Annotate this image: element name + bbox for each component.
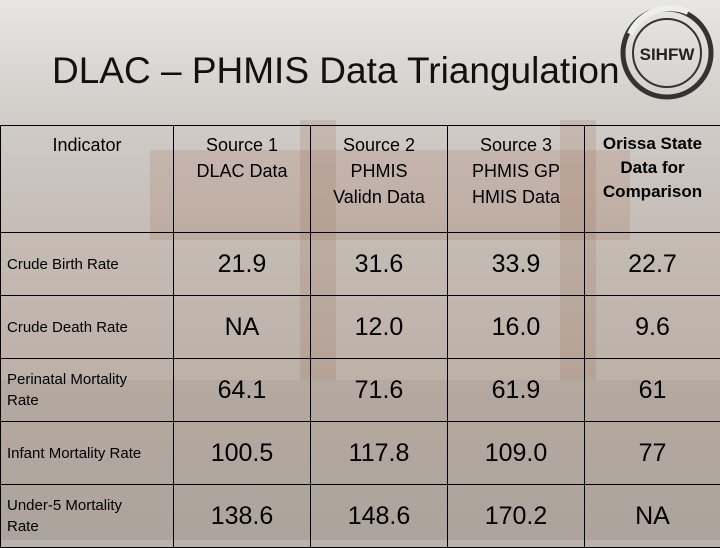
header-line: Validn Data	[311, 184, 447, 210]
header-line: Source 3	[448, 132, 584, 158]
header-source-1: Source 1 DLAC Data	[174, 126, 311, 233]
value-cell: 61.9	[448, 359, 585, 422]
value-cell: 12.0	[311, 296, 448, 359]
table-row: Perinatal Mortality Rate 64.1 71.6 61.9 …	[1, 359, 720, 422]
value-cell: 138.6	[174, 485, 311, 548]
indicator-label: Infant Mortality Rate	[7, 443, 173, 464]
header-source-2: Source 2 PHMIS Validn Data	[311, 126, 448, 233]
value-cell: 148.6	[311, 485, 448, 548]
triangulation-table: Indicator Source 1 DLAC Data Source 2 PH…	[0, 125, 720, 548]
table-row: Under-5 Mortality Rate 138.6 148.6 170.2…	[1, 485, 720, 548]
indicator-label: Perinatal Mortality	[7, 369, 173, 390]
value-cell: 71.6	[311, 359, 448, 422]
indicator-label: Crude Death Rate	[7, 317, 173, 338]
table-header-row: Indicator Source 1 DLAC Data Source 2 PH…	[1, 126, 720, 233]
value-cell: 77	[585, 422, 720, 485]
value-cell: NA	[585, 485, 720, 548]
header-line: Data for	[585, 156, 720, 180]
header-indicator: Indicator	[1, 126, 174, 233]
sihfw-logo: SIHFW	[618, 4, 716, 102]
table-row: Infant Mortality Rate 100.5 117.8 109.0 …	[1, 422, 720, 485]
slide-title: DLAC – PHMIS Data Triangulation	[52, 50, 620, 92]
header-line: Comparison	[585, 180, 720, 204]
value-cell: 61	[585, 359, 720, 422]
value-cell: NA	[174, 296, 311, 359]
indicator-cell: Under-5 Mortality Rate	[1, 485, 174, 548]
value-cell: 21.9	[174, 233, 311, 296]
indicator-label: Rate	[7, 516, 173, 537]
header-line: HMIS Data	[448, 184, 584, 210]
svg-text:SIHFW: SIHFW	[640, 45, 696, 64]
value-cell: 31.6	[311, 233, 448, 296]
indicator-label: Crude Birth Rate	[7, 254, 173, 275]
value-cell: 33.9	[448, 233, 585, 296]
header-line: PHMIS GP	[448, 158, 584, 184]
indicator-label: Under-5 Mortality	[7, 495, 173, 516]
header-line: Indicator	[1, 132, 173, 158]
table-row: Crude Birth Rate 21.9 31.6 33.9 22.7	[1, 233, 720, 296]
header-line: Orissa State	[585, 132, 720, 156]
header-line: Source 2	[311, 132, 447, 158]
indicator-cell: Crude Death Rate	[1, 296, 174, 359]
value-cell: 22.7	[585, 233, 720, 296]
header-source-3: Source 3 PHMIS GP HMIS Data	[448, 126, 585, 233]
value-cell: 100.5	[174, 422, 311, 485]
value-cell: 64.1	[174, 359, 311, 422]
header-line: PHMIS	[311, 158, 447, 184]
header-line: DLAC Data	[174, 158, 310, 184]
value-cell: 117.8	[311, 422, 448, 485]
header-state-comparison: Orissa State Data for Comparison	[585, 126, 720, 233]
indicator-cell: Infant Mortality Rate	[1, 422, 174, 485]
indicator-label: Rate	[7, 390, 173, 411]
indicator-cell: Perinatal Mortality Rate	[1, 359, 174, 422]
header-line: Source 1	[174, 132, 310, 158]
value-cell: 170.2	[448, 485, 585, 548]
table-row: Crude Death Rate NA 12.0 16.0 9.6	[1, 296, 720, 359]
indicator-cell: Crude Birth Rate	[1, 233, 174, 296]
value-cell: 109.0	[448, 422, 585, 485]
value-cell: 16.0	[448, 296, 585, 359]
value-cell: 9.6	[585, 296, 720, 359]
